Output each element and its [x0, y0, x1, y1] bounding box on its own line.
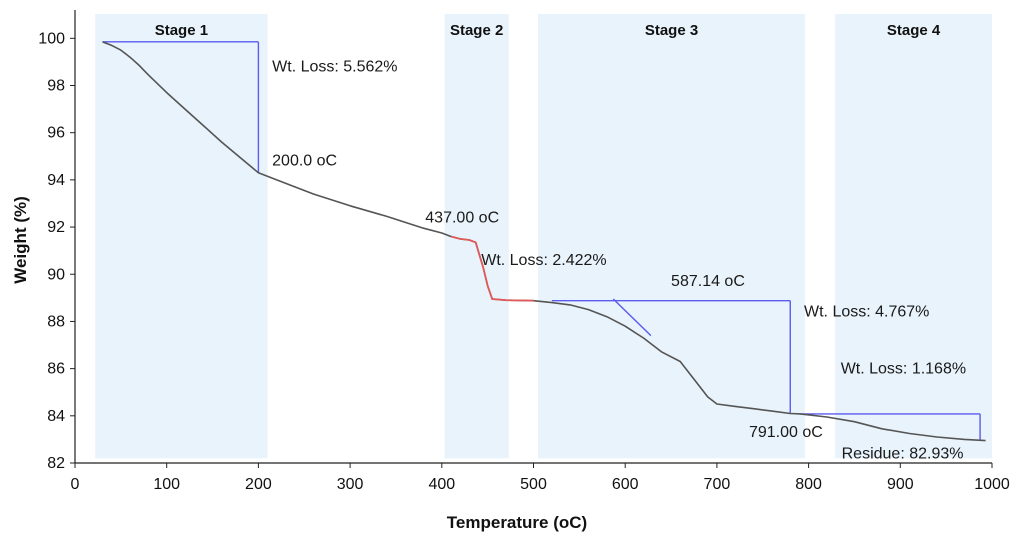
x-tick-label-500: 500 [520, 476, 547, 493]
y-tick-label-82: 82 [47, 455, 65, 472]
stage-label-4: Stage 4 [887, 22, 941, 39]
x-tick-label-900: 900 [887, 476, 914, 493]
x-tick-label-100: 100 [153, 476, 180, 493]
y-tick-label-86: 86 [47, 361, 65, 378]
y-tick-label-100: 100 [38, 30, 65, 47]
stage-labels: Stage 1 Stage 2 Stage 3 Stage 4 [155, 22, 941, 39]
x-tick-label-200: 200 [245, 476, 272, 493]
stage-band-4 [835, 14, 992, 459]
y-tick-label-92: 92 [47, 219, 65, 236]
annotation-8: 791.00 oC [749, 424, 823, 441]
stage-bands [95, 14, 992, 459]
tangent-line [612, 298, 652, 337]
x-tick-label-700: 700 [704, 476, 731, 493]
x-tick-label-300: 300 [337, 476, 364, 493]
y-tick-label-84: 84 [47, 408, 65, 425]
annotation-6: Wt. Loss: 4.767% [804, 304, 929, 321]
x-tick-label-0: 0 [71, 476, 80, 493]
stage-label-2: Stage 2 [450, 22, 503, 39]
axes [70, 10, 993, 468]
weight-loss-brackets [102, 41, 981, 441]
annotation-3: 437.00 oC [425, 209, 499, 226]
annotation-5: 587.14 oC [671, 273, 745, 290]
y-axis-title: Weight (%) [11, 196, 30, 284]
annotation-2: 200.0 oC [272, 153, 337, 170]
annotation-1: Wt. Loss: 5.562% [272, 58, 397, 75]
x-tick-label-800: 800 [795, 476, 822, 493]
y-tick-label-94: 94 [47, 172, 65, 189]
x-axis-title: Temperature (oC) [447, 513, 587, 532]
stage-label-3: Stage 3 [645, 22, 698, 39]
stage-band-3 [538, 14, 805, 459]
y-tick-label-88: 88 [47, 313, 65, 330]
weight-curve [102, 41, 986, 442]
stage-band-1 [95, 14, 268, 459]
x-tick-label-1000: 1000 [974, 476, 1010, 493]
annotation-4: Wt. Loss: 2.422% [481, 252, 606, 269]
annotation-7: Wt. Loss: 1.168% [841, 360, 966, 377]
y-tick-label-90: 90 [47, 266, 65, 283]
x-tick-label-600: 600 [612, 476, 639, 493]
stage-label-1: Stage 1 [155, 22, 208, 39]
tick-labels: 0 100 200 300 400 500 600 700 800 900 1000 82 84 86 88… [38, 30, 1010, 493]
annotation-9: Residue: 82.93% [842, 445, 964, 462]
y-tick-label-96: 96 [47, 125, 65, 142]
stage-band-2 [444, 14, 509, 459]
y-tick-label-98: 98 [47, 78, 65, 95]
annotations: Wt. Loss: 5.562% 200.0 oC 437.00 oC Wt. Los… [272, 58, 966, 462]
x-tick-label-400: 400 [428, 476, 455, 493]
